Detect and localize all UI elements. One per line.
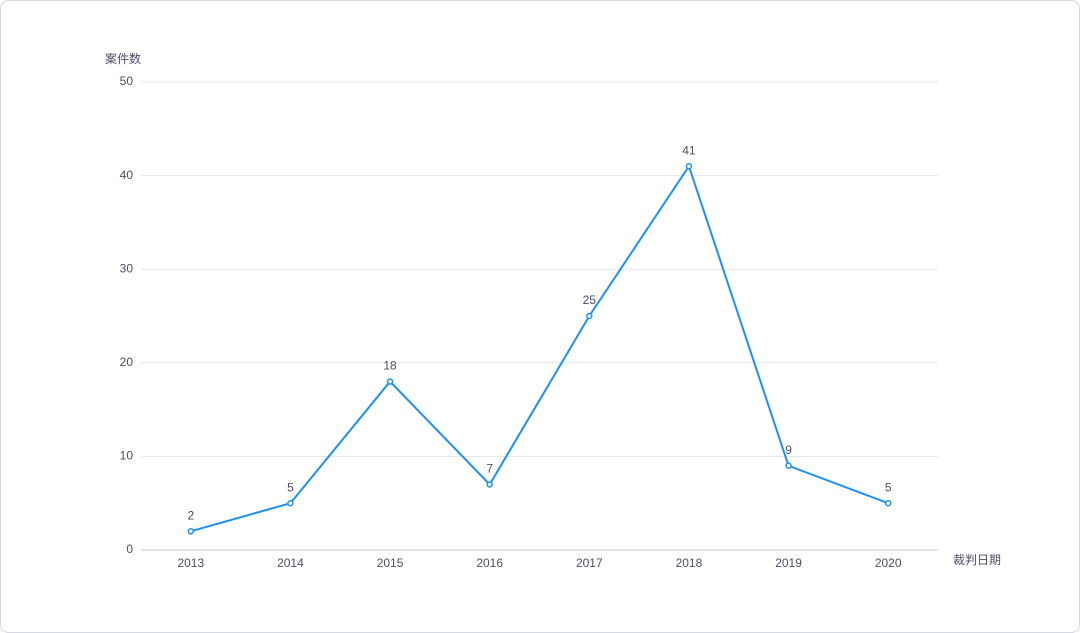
- point: [884, 499, 892, 507]
- x-tick-label: 2017: [576, 556, 603, 570]
- point: [785, 462, 792, 470]
- y-axis-label: 案件数: [105, 51, 141, 66]
- x-tick-label: 2019: [775, 556, 802, 570]
- y-tick-label: 30: [120, 261, 134, 275]
- data-label: 7: [486, 462, 493, 476]
- y-tick-label: 50: [120, 74, 134, 88]
- y-tick-label: 10: [120, 449, 134, 463]
- line: [190, 163, 889, 533]
- x-tick-label: 2016: [476, 556, 503, 570]
- data-label: 2: [187, 508, 194, 522]
- data-label: 9: [785, 443, 792, 457]
- point: [685, 162, 693, 170]
- data-label: 41: [682, 143, 696, 157]
- point: [586, 312, 593, 320]
- point: [486, 481, 493, 488]
- y-tick-label: 40: [120, 168, 134, 182]
- y-tick-label: 20: [120, 355, 134, 369]
- point: [187, 528, 195, 535]
- point: [287, 499, 294, 507]
- x-tick-label: 2020: [875, 556, 902, 570]
- y-tick-label: 0: [126, 542, 133, 556]
- x-tick-label: 2018: [676, 556, 703, 570]
- point: [386, 378, 394, 385]
- data-label: 25: [583, 293, 597, 307]
- data-label: 5: [287, 480, 294, 494]
- x-tick-label: 2013: [177, 556, 204, 570]
- data-label: 18: [383, 359, 397, 373]
- x-axis-label: 裁判日期: [953, 553, 1001, 567]
- x-tick-label: 2015: [377, 556, 404, 570]
- x-tick-label: 2014: [277, 556, 304, 570]
- data-label: 5: [885, 480, 892, 494]
